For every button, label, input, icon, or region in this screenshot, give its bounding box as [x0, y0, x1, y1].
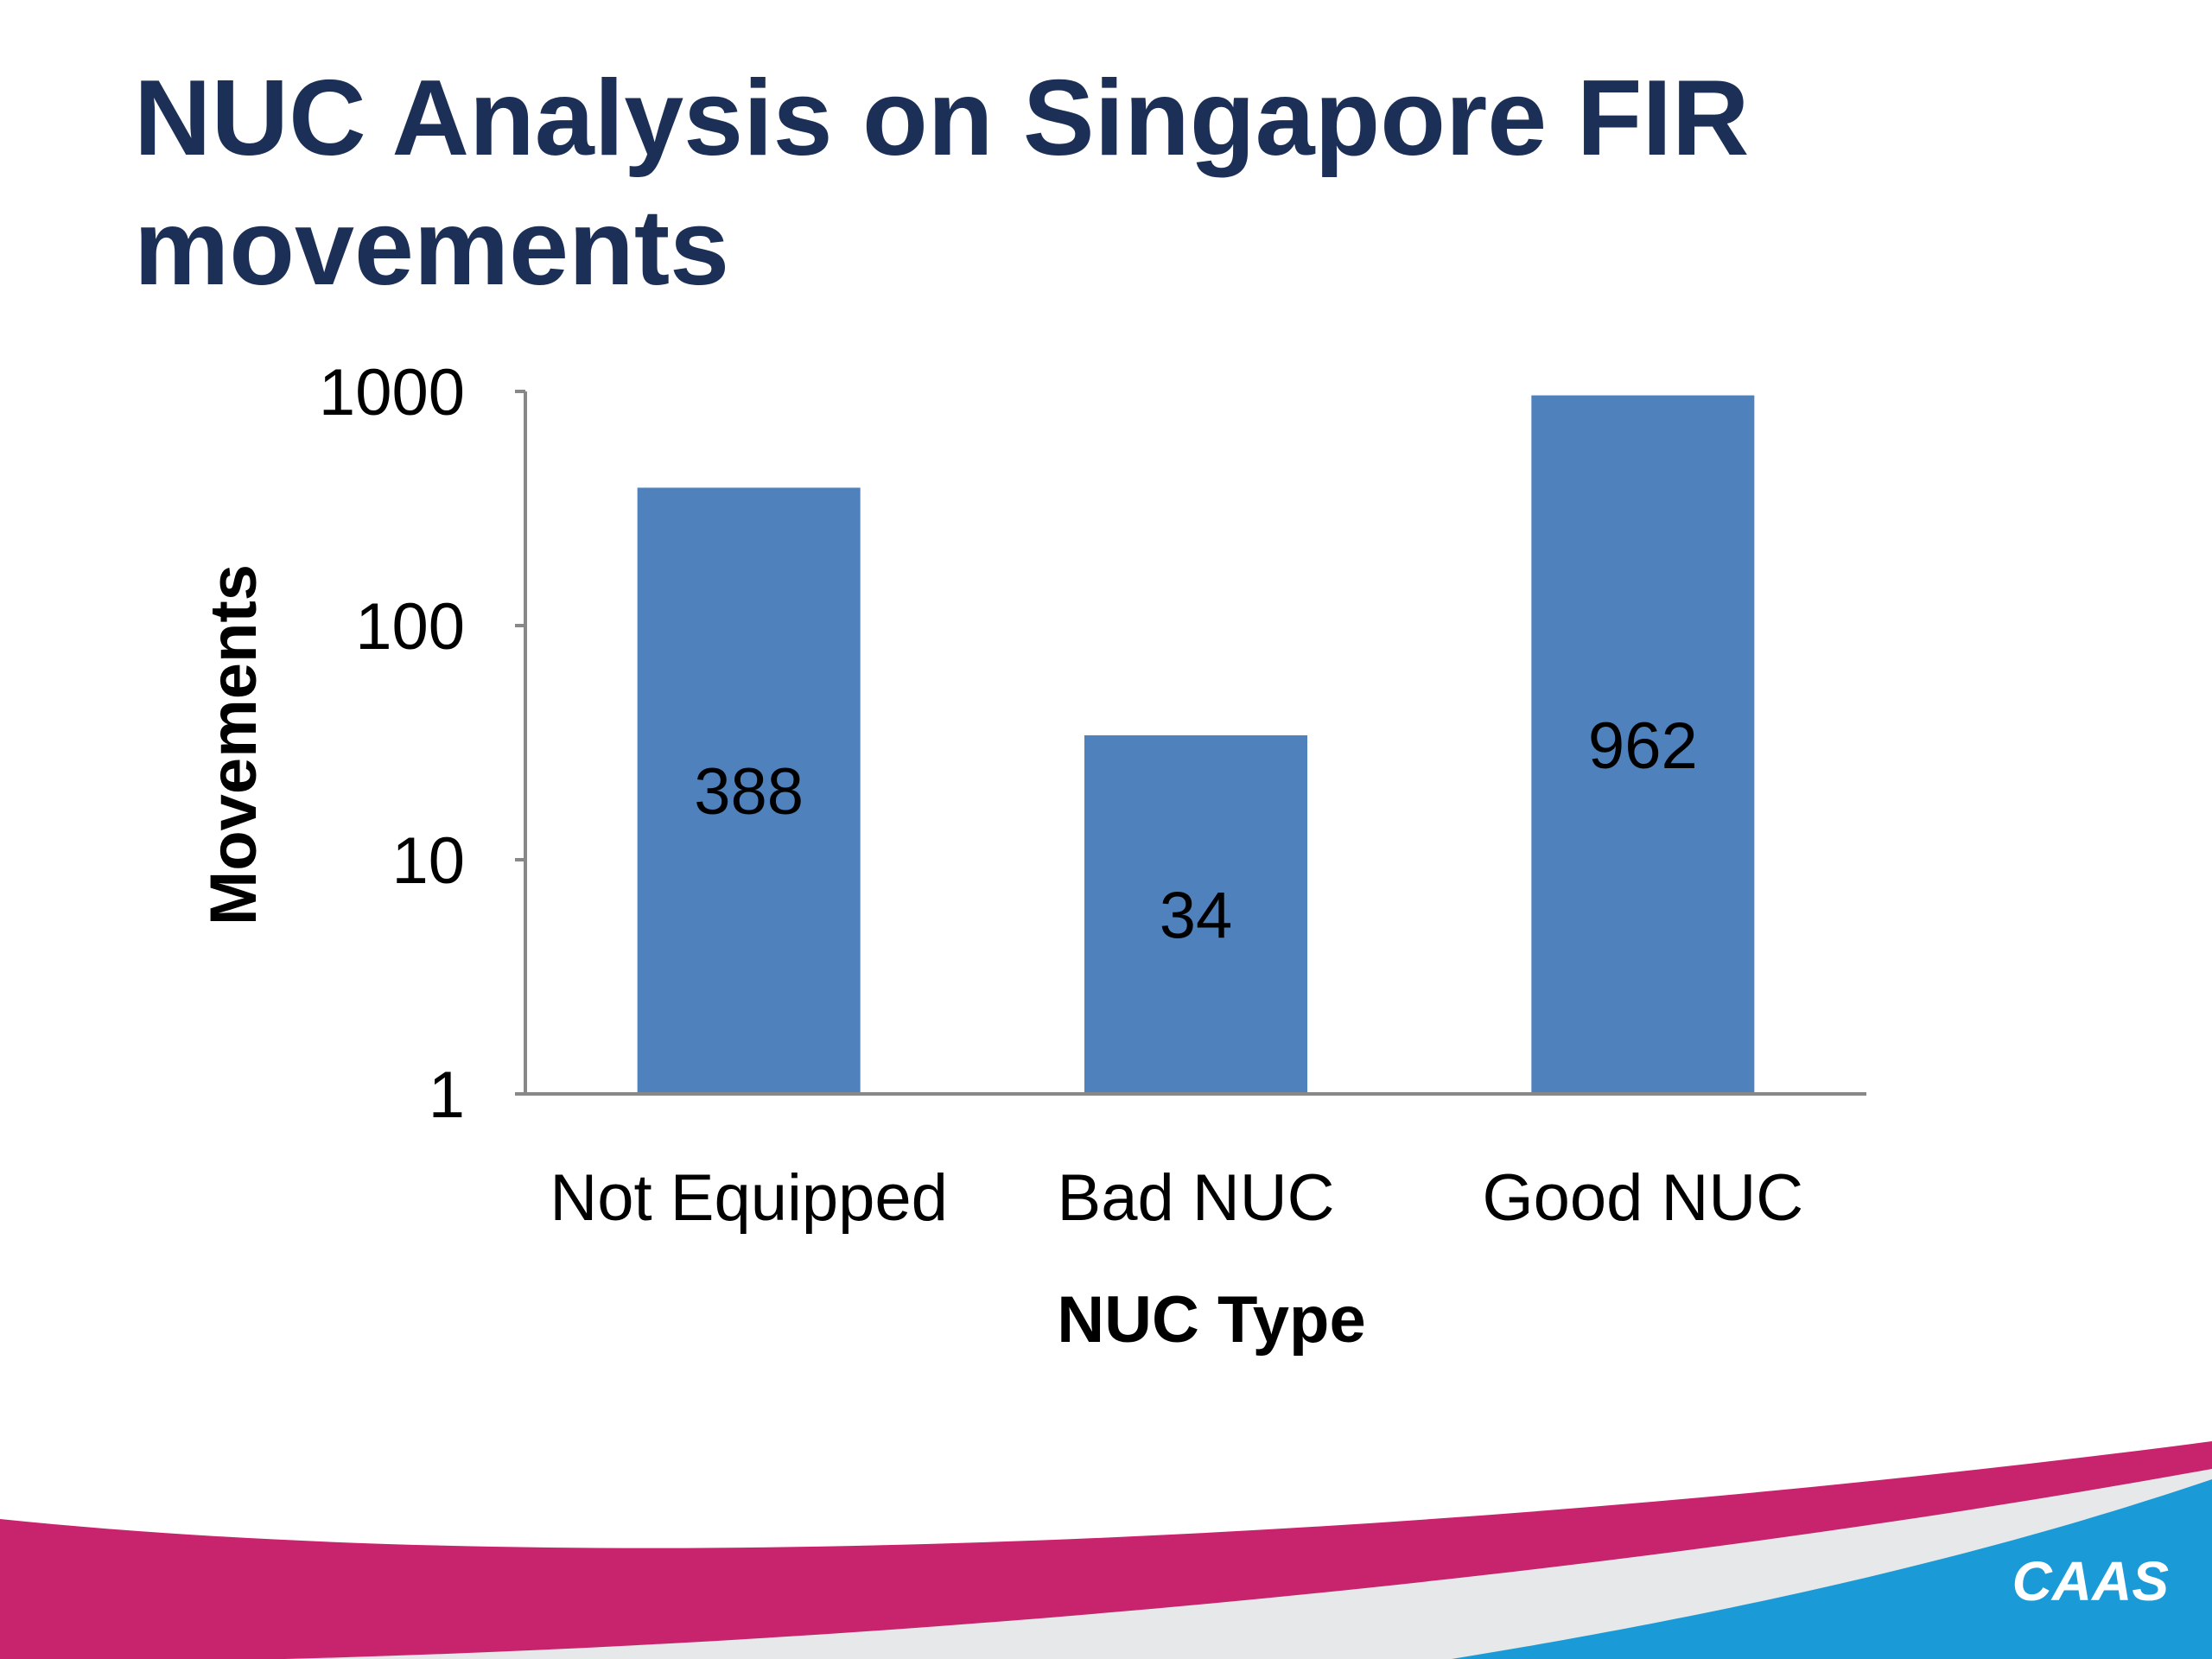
- axes: [515, 391, 1866, 1096]
- data-labels: 388 34 962: [694, 709, 1697, 953]
- y-tick-label: 100: [355, 590, 465, 664]
- x-category-label: Good NUC: [1482, 1161, 1803, 1235]
- page-title: NUC Analysis on Singapore FIR movements: [134, 59, 1750, 308]
- caas-logo: CAAS: [2012, 1550, 2170, 1612]
- y-tick-label: 1: [429, 1058, 465, 1132]
- bar-value-label: 962: [1588, 709, 1698, 783]
- x-category-label: Bad NUC: [1058, 1161, 1335, 1235]
- y-ticks: 1 10 100 1000: [319, 356, 525, 1132]
- x-categories: Not Equipped Bad NUC Good NUC: [550, 1161, 1803, 1235]
- bar: [1531, 395, 1755, 1094]
- y-axis-title: Movements: [197, 564, 270, 925]
- y-tick-label: 10: [391, 824, 465, 898]
- footer-band-blue: [1452, 1479, 2212, 1659]
- footer-bands: [0, 1441, 2212, 1659]
- x-category-label: Not Equipped: [550, 1161, 948, 1235]
- y-tick-label: 1000: [319, 356, 465, 429]
- bar-value-label: 34: [1160, 879, 1233, 952]
- bar: [1084, 734, 1307, 1094]
- bar: [637, 487, 861, 1094]
- x-axis-title: NUC Type: [1057, 1283, 1366, 1357]
- bar-value-label: 388: [694, 755, 804, 829]
- bars: [637, 395, 1755, 1094]
